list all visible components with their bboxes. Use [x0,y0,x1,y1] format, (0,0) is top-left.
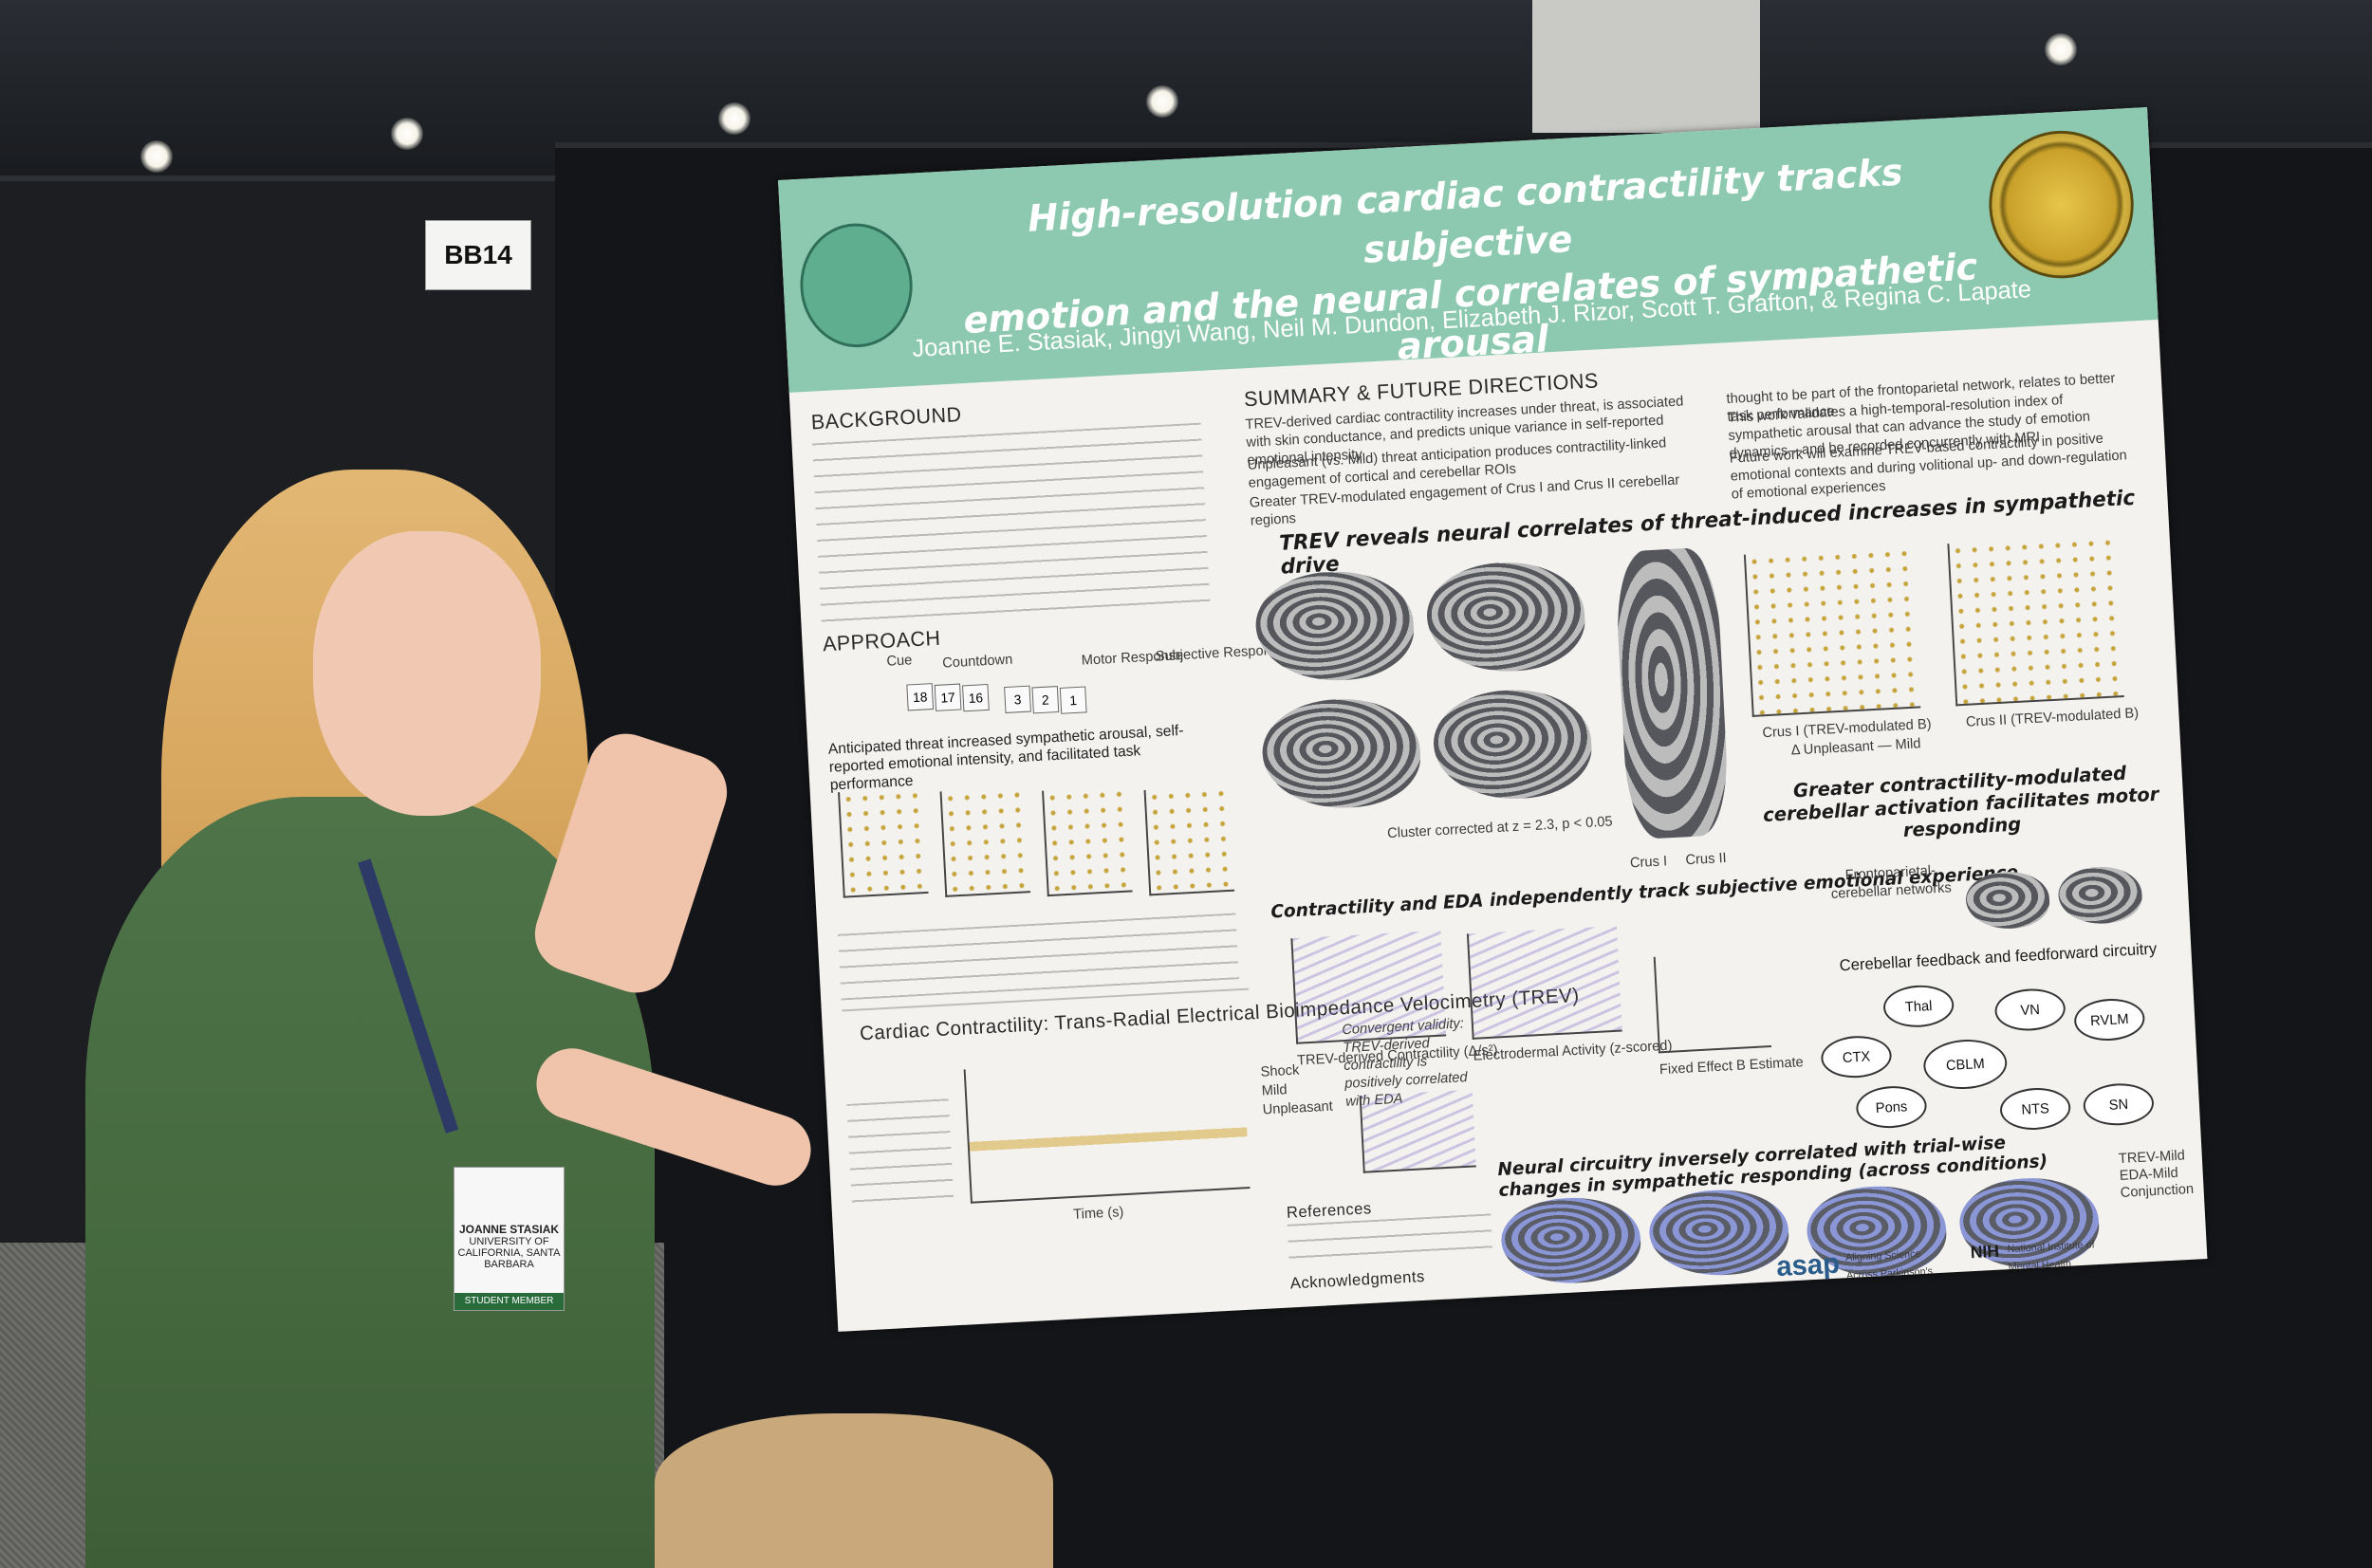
circuit-node-cblm: CBLM [1922,1037,2009,1092]
ceiling-light [391,118,423,150]
legend-conjunction: Conjunction [2120,1180,2195,1201]
task-description-text [838,913,1239,1001]
ucsb-dolphin-brain-logo [797,220,916,351]
boxplot-arousal [838,787,929,898]
countdown-box: 1 [1059,686,1087,714]
circuit-node-sn: SN [2082,1081,2156,1128]
legend-mild: Mild [1261,1081,1288,1099]
network-render [2057,864,2143,927]
approach-label-cue: Cue [886,652,913,670]
presenter-face [313,531,541,816]
approach-label-countdown: Countdown [941,651,1013,672]
boxplot-movement [1143,785,1235,896]
ceiling-light [140,140,173,173]
section-acknowledgments: Acknowledgments [1289,1267,1426,1293]
cluster-correction-note: Cluster corrected at z = 2.3, p < 0.05 [1386,813,1613,842]
boxplot-activity [939,786,1031,897]
badge-member-type: STUDENT MEMBER [454,1293,564,1310]
eda-intensity-plot [1466,926,1622,1040]
time-axis-label: Time (s) [1072,1204,1124,1223]
brain-render-medial [1259,694,1423,813]
network-render [1964,869,2051,932]
crus1-scatter-plot [1743,545,1921,717]
crus2-axis-label: Crus II (TREV-modulated B) [1965,705,2140,730]
circuitry-brain-render [1499,1194,1643,1287]
anticipated-threat-heading: Anticipated threat increased sympathetic… [827,722,1184,794]
crouching-person [655,1413,1053,1568]
section-approach: APPROACH [822,625,942,656]
fixed-effect-plot [1653,950,1771,1054]
brain-label-crus1: Crus I [1629,853,1668,872]
booth-number-tag: BB14 [425,220,531,290]
legend-shock: Shock [1260,1061,1300,1080]
trev-timecourse-plot [963,1054,1251,1204]
brain-render-medial [1431,686,1595,803]
ceiling-light [2045,33,2077,65]
fixed-effect-axis-label: Fixed Effect B Estimate [1659,1054,1805,1079]
contractility-intensity-plot [1290,930,1447,1044]
section-background: BACKGROUND [810,402,963,434]
brain-render-lateral [1252,567,1417,685]
trev-eda-correlation-plot [1359,1089,1476,1173]
frontoparietal-heading: Frontoparietal-cerebellar networks [1830,862,1953,902]
badge-affiliation: UNIVERSITY OF CALIFORNIA, SANTA BARBARA [457,1236,561,1270]
cerebellar-heading: Greater contractility-modulated cerebell… [1762,761,2159,842]
nih-logo: NIH [1970,1241,2000,1263]
references-text [1287,1213,1493,1272]
circuit-node-thal: Thal [1881,983,1955,1029]
trev-description-text [846,1098,954,1208]
legend-unpleasant: Unpleasant [1262,1098,1334,1118]
research-poster: High-resolution cardiac contractility tr… [778,107,2208,1332]
countdown-box: 2 [1031,686,1060,714]
badge-name: JOANNE STASIAK [458,1223,560,1236]
cerebellum-slices [1613,546,1731,840]
countdown-box: 16 [962,683,990,712]
brain-render-lateral [1424,558,1587,676]
countdown-box: 3 [1004,685,1031,713]
crus2-scatter-plot [1947,534,2124,707]
poster-title: High-resolution cardiac contractility tr… [918,143,2020,397]
circuit-node-rvlm: RVLM [2073,997,2146,1042]
brain-label-crus2: Crus II [1685,850,1728,869]
name-badge: JOANNE STASIAK UNIVERSITY OF CALIFORNIA,… [454,1167,565,1311]
asap-logo: asap [1775,1247,1841,1283]
pillar [1532,0,1760,133]
eda-x-axis-label: Electrodermal Activity (z-scored) [1473,1037,1673,1064]
circuitry-brain-render [1647,1186,1791,1280]
circuit-node-vn: VN [1993,987,2066,1033]
ceiling-light [1146,85,1178,118]
countdown-box: 17 [934,683,962,711]
countdown-box: 18 [906,683,935,711]
ceiling-light [718,102,751,135]
circuit-node-nts: NTS [1998,1086,2072,1132]
circuit-node-ctx: CTX [1820,1034,1893,1080]
section-references: References [1286,1199,1373,1222]
circuit-node-pons: Pons [1855,1084,1928,1130]
feedback-heading: Cerebellar feedback and feedforward circ… [1839,939,2158,975]
background-text [812,422,1211,623]
boxplot-intensity [1042,785,1133,897]
